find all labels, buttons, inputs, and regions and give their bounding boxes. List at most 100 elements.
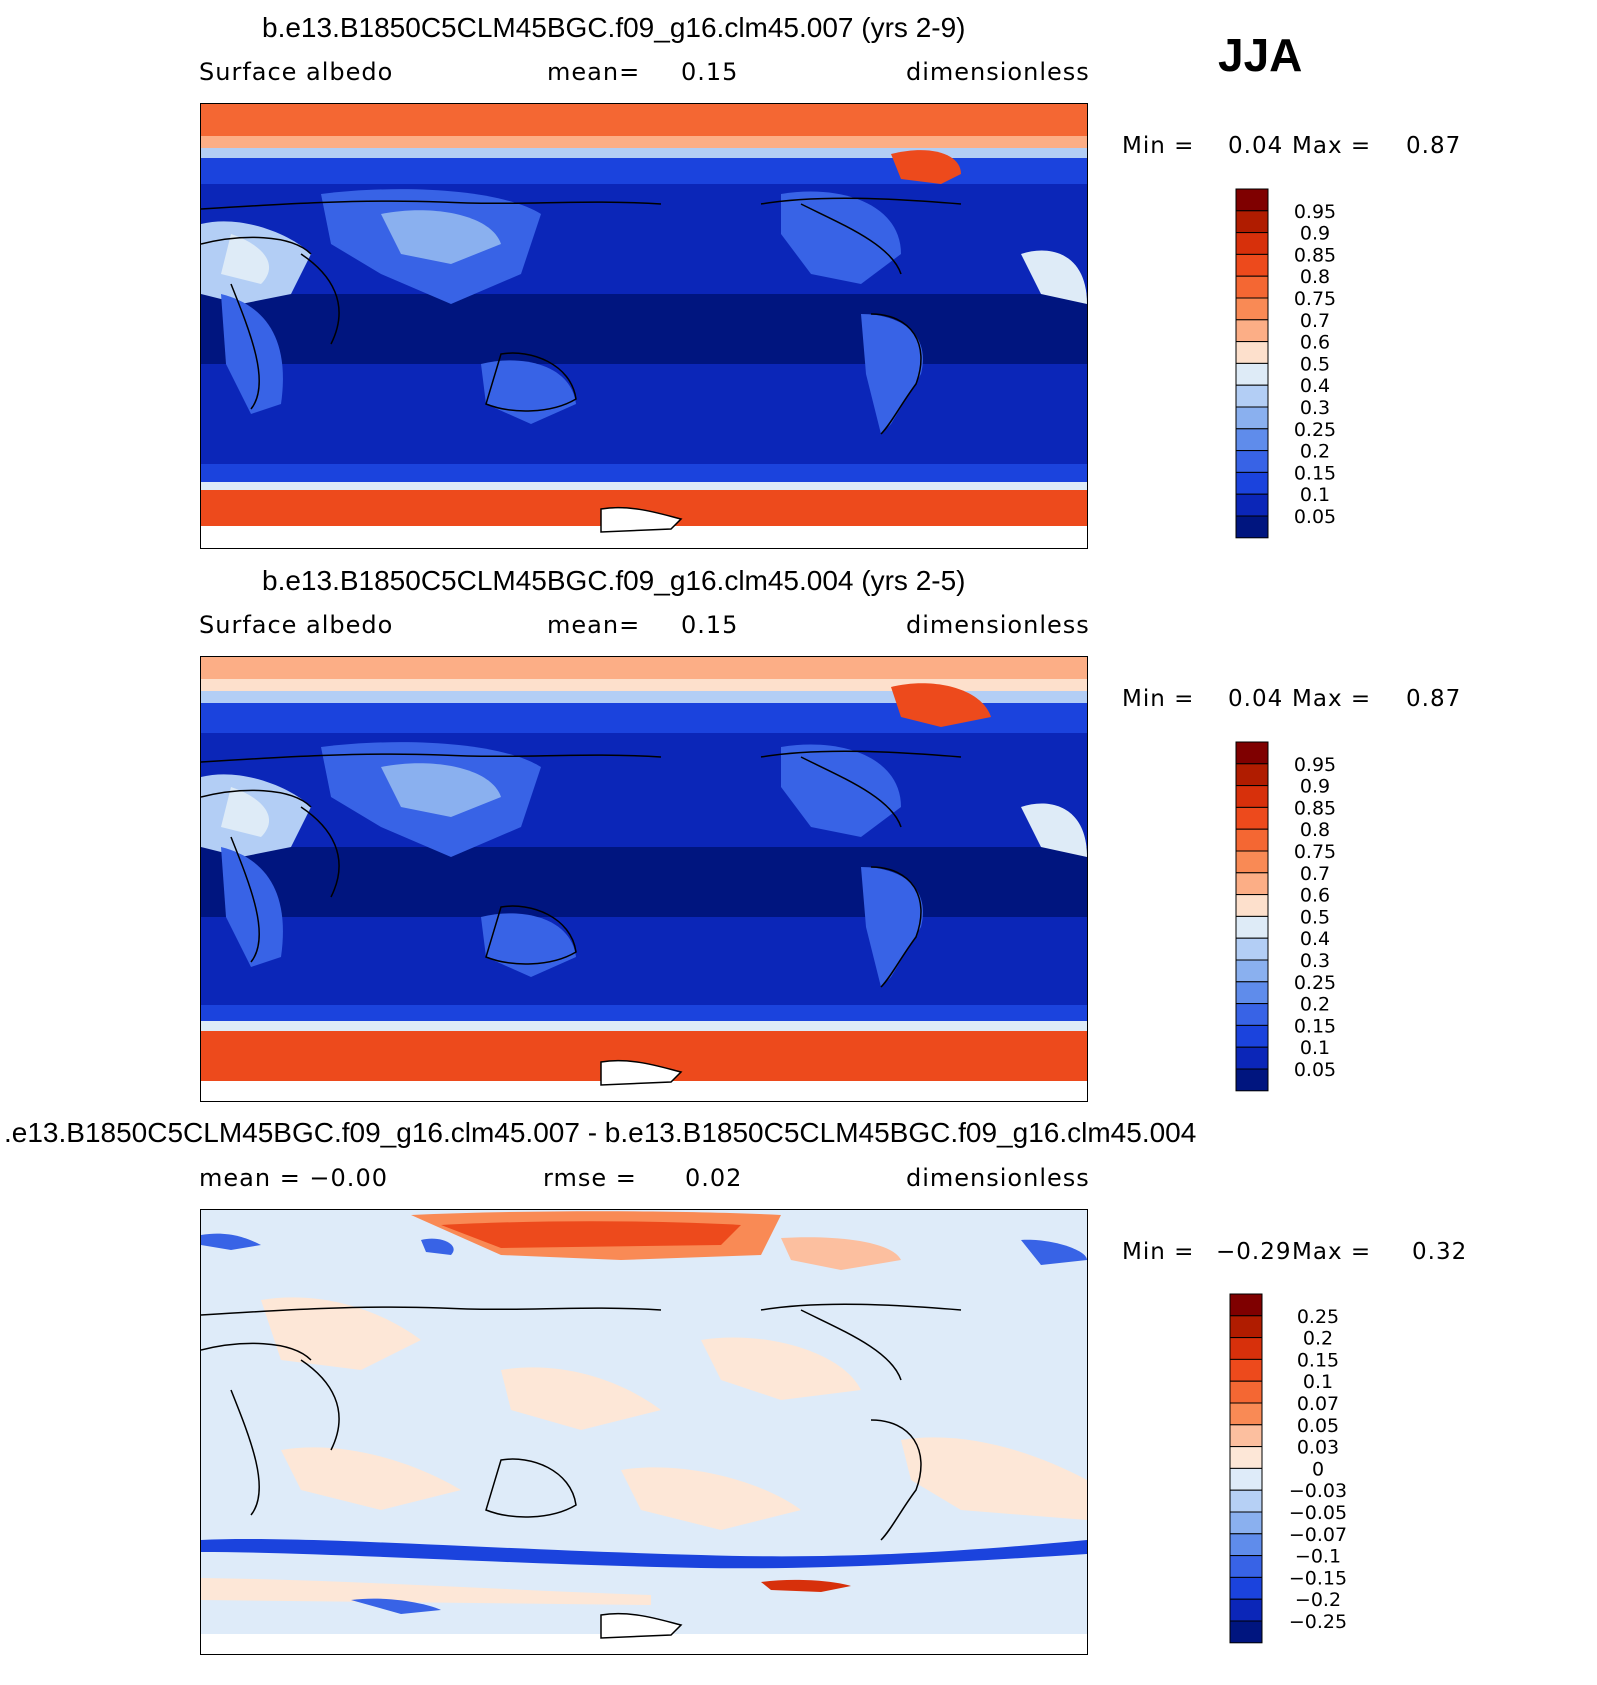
- panel1-colorbar-swatch: [1235, 471, 1269, 495]
- panel1-mean-value: 0.15: [681, 58, 739, 86]
- panel2-colorbar-label: 0.9: [1300, 776, 1330, 798]
- panel1-colorbar-swatch: [1235, 232, 1269, 255]
- panel3-colorbar-swatch: [1229, 1489, 1263, 1513]
- panel2-colorbar-label: 0.3: [1300, 950, 1330, 972]
- panel2-colorbar-swatch: [1235, 828, 1269, 852]
- panel3-colorbar-label: −0.25: [1289, 1611, 1347, 1633]
- panel3-colorbar-label: 0.25: [1297, 1306, 1339, 1328]
- panel1-map: [200, 103, 1088, 549]
- panel2-colorbar-label: 0.1: [1300, 1037, 1330, 1059]
- panel2-colorbar-label: 0.15: [1294, 1015, 1336, 1037]
- panel2-colorbar-label: 0.25: [1294, 972, 1336, 994]
- panel2-colorbar-swatch: [1235, 959, 1269, 983]
- panel2-colorbar-swatch: [1235, 785, 1269, 808]
- panel3-colorbar-swatch: [1229, 1576, 1263, 1600]
- panel2-mean-label: mean=: [547, 611, 641, 639]
- panel3-map-svg: [201, 1210, 1087, 1654]
- panel1-min-value: 0.04: [1228, 133, 1284, 159]
- panel1-map-svg: [201, 104, 1087, 548]
- panel1-colorbar-swatch: [1235, 210, 1269, 234]
- panel3-rmse-label: rmse =: [543, 1164, 637, 1192]
- panel1-colorbar-swatch: [1235, 319, 1269, 343]
- panel2-colorbar-swatch: [1235, 763, 1269, 787]
- panel2-colorbar: 0.95 0.9 0.85 0.8 0.75 0.7 0.6 0.5 0.4 0.3 0.25 0.2…: [1235, 741, 1366, 1092]
- panel1-colorbar-label: 0.1: [1300, 484, 1330, 506]
- panel2-map: [200, 656, 1088, 1102]
- panel2-min-label: Min =: [1122, 686, 1195, 712]
- panel3-colorbar-label: −0.1: [1295, 1546, 1341, 1568]
- panel2-max-value: 0.87: [1406, 686, 1462, 712]
- panel3-min-value: −0.29: [1216, 1239, 1292, 1265]
- panel1-max-label: Max =: [1292, 133, 1372, 159]
- panel3-colorbar-swatch: [1229, 1555, 1263, 1578]
- panel3-colorbar-swatch: [1229, 1293, 1263, 1317]
- panel3-colorbar-swatch: [1229, 1620, 1263, 1644]
- panel3-title: .e13.B1850C5CLM45BGC.f09_g16.clm45.007 -…: [4, 1117, 1197, 1148]
- panel3-colorbar-swatch: [1229, 1511, 1263, 1535]
- panel2-colorbar-label: 0.2: [1300, 994, 1330, 1016]
- panel3-colorbar: 0.25 0.2 0.15 0.1 0.07 0.05 0.03 0 −0.03 −0.05 −0.…: [1229, 1293, 1370, 1644]
- panel3-colorbar-swatch: [1229, 1424, 1263, 1448]
- panel3-colorbar-label: 0.07: [1297, 1393, 1339, 1415]
- panel2-mean-value: 0.15: [681, 611, 739, 639]
- panel1-colorbar-swatch: [1235, 341, 1269, 364]
- panel3-colorbar-swatch: [1229, 1315, 1263, 1339]
- panel3-colorbar-swatch: [1229, 1533, 1263, 1557]
- panel1-colorbar-label: 0.25: [1294, 419, 1336, 441]
- panel2-colorbar-swatch: [1235, 915, 1269, 939]
- panel1-colorbar-label: 0.95: [1294, 201, 1336, 223]
- panel1-colorbar-label: 0.3: [1300, 397, 1330, 419]
- panel1-variable-label: Surface albedo: [199, 58, 394, 86]
- panel1-colorbar-swatch: [1235, 450, 1269, 473]
- panel3-colorbar-label: −0.03: [1289, 1480, 1347, 1502]
- panel2-colorbar-label: 0.5: [1300, 906, 1330, 928]
- panel1-colorbar-swatch: [1235, 428, 1269, 452]
- panel1-units-label: dimensionless: [906, 58, 1090, 86]
- panel3-mean-label: mean = −0.00: [199, 1164, 388, 1192]
- panel2-min-value: 0.04: [1228, 686, 1284, 712]
- panel3-colorbar-swatch: [1229, 1380, 1263, 1404]
- panel3-rmse-value: 0.02: [685, 1164, 743, 1192]
- panel3-colorbar-svg: 0.250.20.150.10.070.050.030−0.03−0.05−0.…: [1229, 1293, 1347, 1644]
- panel2-colorbar-swatch: [1235, 806, 1269, 830]
- panel1-colorbar-label: 0.15: [1294, 462, 1336, 484]
- panel2-colorbar-label: 0.75: [1294, 841, 1336, 863]
- panel2-max-label: Max =: [1292, 686, 1372, 712]
- panel3-colorbar-label: 0.03: [1297, 1437, 1339, 1459]
- panel2-map-svg: [201, 657, 1087, 1101]
- panel1-colorbar-label: 0.6: [1300, 332, 1330, 354]
- panel3-colorbar-label: 0.2: [1303, 1328, 1333, 1350]
- panel1-colorbar-swatch: [1235, 188, 1269, 212]
- panel2-colorbar-label: 0.85: [1294, 797, 1336, 819]
- panel1-colorbar-label: 0.4: [1300, 375, 1330, 397]
- panel1-title: b.e13.B1850C5CLM45BGC.f09_g16.clm45.007 …: [262, 12, 966, 43]
- panel2-colorbar-label: 0.6: [1300, 885, 1330, 907]
- panel1-colorbar-swatch: [1235, 493, 1269, 517]
- panel1-colorbar-swatch: [1235, 384, 1269, 408]
- panel1-colorbar: 0.95 0.9 0.85 0.8 0.75 0.7 0.6 0.5 0.4 0.3 0.25 0.2…: [1235, 188, 1366, 539]
- panel2-colorbar-label: 0.05: [1294, 1059, 1336, 1081]
- panel2-colorbar-swatch: [1235, 937, 1269, 961]
- panel3-colorbar-label: −0.15: [1289, 1567, 1347, 1589]
- panel2-units-label: dimensionless: [906, 611, 1090, 639]
- panel3-colorbar-label: 0.1: [1303, 1371, 1333, 1393]
- panel3-colorbar-label: 0.05: [1297, 1415, 1339, 1437]
- panel2-colorbar-swatch: [1235, 894, 1269, 917]
- panel2-colorbar-label: 0.4: [1300, 928, 1330, 950]
- panel2-colorbar-label: 0.8: [1300, 819, 1330, 841]
- panel1-colorbar-label: 0.2: [1300, 441, 1330, 463]
- season-label: JJA: [1218, 29, 1303, 81]
- panel3-colorbar-swatch: [1229, 1598, 1263, 1622]
- panel3-colorbar-swatch: [1229, 1467, 1263, 1491]
- panel3-colorbar-label: −0.05: [1289, 1502, 1347, 1524]
- panel3-colorbar-label: −0.07: [1289, 1524, 1347, 1546]
- panel1-max-value: 0.87: [1406, 133, 1462, 159]
- panel3-colorbar-label: 0.15: [1297, 1349, 1339, 1371]
- panel2-colorbar-swatch: [1235, 1024, 1269, 1048]
- panel1-colorbar-swatch: [1235, 275, 1269, 299]
- panel2-colorbar-swatch: [1235, 872, 1269, 896]
- panel3-map: [200, 1209, 1088, 1655]
- panel1-colorbar-swatch: [1235, 515, 1269, 539]
- panel2-colorbar-label: 0.7: [1300, 863, 1330, 885]
- panel3-colorbar-label: 0: [1312, 1458, 1324, 1480]
